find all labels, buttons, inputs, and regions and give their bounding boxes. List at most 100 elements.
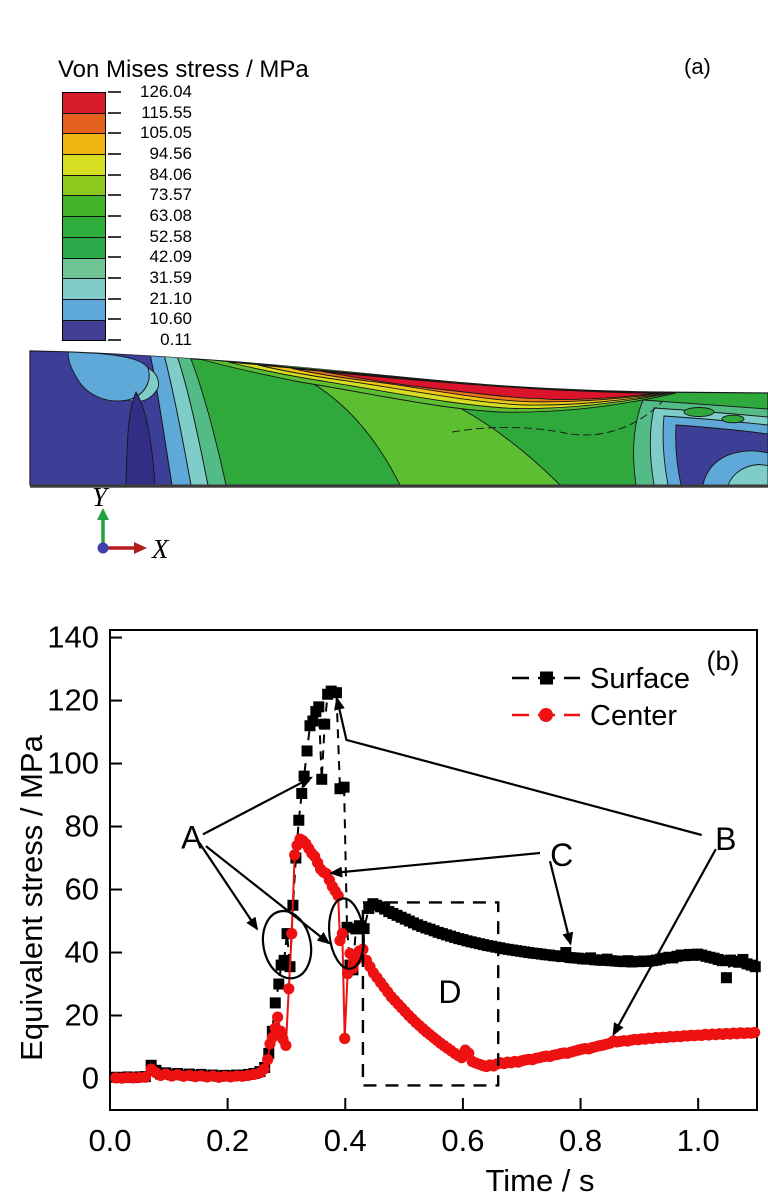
- coordinate-triad: Y X: [92, 482, 170, 564]
- data-point-square: [307, 715, 319, 727]
- data-point-circle: [280, 1039, 292, 1052]
- colorbar-value: 52.58: [149, 226, 192, 246]
- origin-dot: [97, 542, 109, 554]
- x-tick-label: 0.8: [559, 1123, 602, 1158]
- equivalent-stress-chart: 0.0 0.2 0.4 0.6 0.8 1.0 0 20 40 60 80 100 120 140 Time…: [14, 620, 761, 1198]
- data-point-square: [313, 701, 325, 713]
- colorbar-value: 126.04: [140, 82, 192, 101]
- data-point-square: [330, 687, 342, 699]
- data-point-square: [269, 997, 281, 1009]
- y-tick-label: 120: [47, 683, 99, 718]
- data-point-square: [293, 814, 305, 826]
- contour-corner-teal-arc: [727, 464, 768, 485]
- colorbar-value: 115.55: [141, 102, 192, 122]
- annotation-dashed-rect: [361, 901, 500, 1087]
- colorbar-value: 63.08: [149, 205, 192, 225]
- colorbar-tick: [108, 132, 121, 135]
- colorbar-swatch-4: [63, 174, 105, 196]
- x-tick-label: 0.0: [88, 1123, 131, 1158]
- y-tick-label: 0: [82, 1061, 99, 1096]
- colorbar-swatch-7: [63, 236, 105, 258]
- series-surface: [110, 685, 761, 1084]
- data-point-square: [720, 972, 732, 984]
- colorbar-value: 84.06: [149, 164, 192, 184]
- data-point-square: [273, 978, 285, 990]
- contour-rim-red: [321, 371, 658, 401]
- colorbar-value: 0.11: [160, 329, 192, 349]
- y-axis-title: Equivalent stress / MPa: [14, 734, 49, 1060]
- legend: Surface Center: [512, 663, 690, 732]
- y-tick-label: 80: [65, 809, 99, 844]
- data-point-circle: [283, 983, 295, 995]
- y-tick-label: 140: [47, 620, 99, 655]
- data-point-circle: [266, 1031, 278, 1044]
- colorbar-tick: [108, 173, 121, 176]
- data-point-circle: [272, 1011, 284, 1023]
- colorbar-value: 10.60: [149, 309, 192, 329]
- data-point-square: [298, 770, 310, 782]
- legend-item-surface: Surface: [512, 663, 690, 695]
- contour-plot: [29, 350, 768, 488]
- colorbar-tick: [108, 111, 121, 114]
- colorbar-value: 94.56: [149, 143, 192, 163]
- contour-bottom-edge: [30, 484, 768, 488]
- data-point-circle: [339, 1032, 351, 1045]
- contour-tongue-teal: [126, 367, 159, 402]
- x-tick-label: 0.4: [324, 1123, 367, 1158]
- colorbar-value: 73.57: [149, 185, 192, 205]
- annotation-arrow-6: [548, 860, 574, 946]
- annotation-arrow-4: [612, 848, 717, 1037]
- legend-label: Surface: [590, 663, 690, 695]
- y-axis-label: Y: [92, 482, 110, 512]
- colorbar-tick: [108, 152, 121, 155]
- colorbar-tick: [108, 256, 121, 259]
- panel-b-label: (b): [707, 646, 740, 676]
- y-axis-arrow: [97, 508, 109, 548]
- contour-green-island: [683, 407, 715, 417]
- x-axis-title: Time / s: [485, 1163, 594, 1198]
- annotation-arrow-1: [198, 842, 259, 931]
- colorbar-bar: [62, 92, 106, 342]
- annotation-label-A: A: [181, 820, 203, 856]
- annotation-ellipse-0: [261, 909, 313, 980]
- contour-isoline: [451, 401, 663, 436]
- contour-left-seagreen: [176, 354, 227, 485]
- x-tick-label: 0.6: [441, 1123, 484, 1158]
- y-tick-label: 60: [65, 872, 99, 907]
- data-point-circle: [336, 928, 348, 940]
- contour-finger-darkindigo: [125, 391, 156, 485]
- data-point-circle: [749, 1026, 761, 1039]
- annotation-label-C: C: [550, 837, 573, 873]
- colorbar-title: Von Mises stress / MPa: [58, 56, 309, 83]
- annotation-arrow-3: [334, 696, 702, 837]
- annotation-label-D: D: [438, 974, 461, 1010]
- x-tick-label: 1.0: [677, 1123, 720, 1158]
- colorbar-tick: [108, 91, 121, 93]
- colorbar-swatch-1: [63, 112, 105, 134]
- panel-a-label: (a): [684, 54, 711, 79]
- data-point-square: [319, 718, 331, 730]
- annotation-ellipse-1: [327, 897, 365, 970]
- y-tick-label: 40: [65, 935, 99, 970]
- plot-frame: [109, 629, 758, 1111]
- contour-field: [29, 350, 768, 488]
- contour-green-island: [721, 414, 745, 424]
- colorbar-swatch-9: [63, 278, 105, 299]
- annotation-arrow-2: [205, 845, 331, 945]
- x-axis-arrow: [103, 542, 147, 554]
- data-point-square: [301, 745, 313, 757]
- annotation-label-B: B: [715, 821, 736, 857]
- data-point-square: [716, 955, 728, 967]
- legend-marker-square: [540, 671, 553, 685]
- colorbar-tick: [108, 338, 121, 341]
- colorbar-value: 21.10: [149, 288, 192, 308]
- y-tick-label: 100: [47, 746, 99, 781]
- data-point-square: [316, 773, 328, 785]
- x-axis-label: X: [151, 534, 170, 564]
- colorbar: 126.04 115.55 105.05 94.56 84.06 73.57 63.08 52…: [62, 83, 252, 354]
- colorbar-swatch-8: [63, 257, 105, 279]
- annotation-arrow-0: [202, 776, 313, 836]
- data-point-circle: [286, 928, 298, 940]
- colorbar-swatch-2: [63, 133, 105, 155]
